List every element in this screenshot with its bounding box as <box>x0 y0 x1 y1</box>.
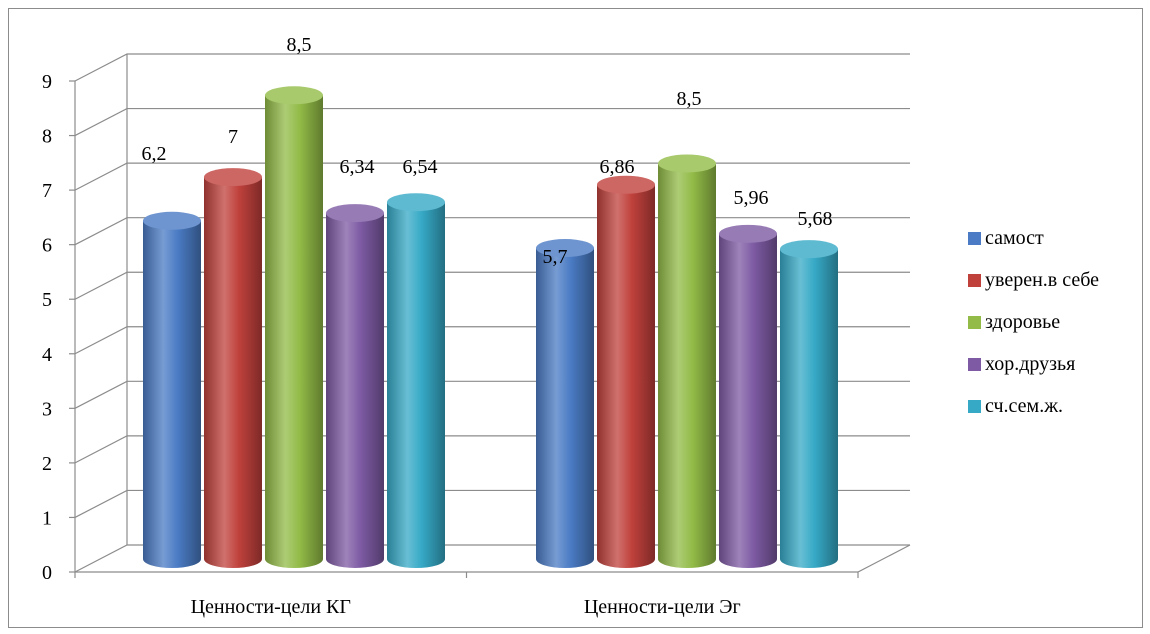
bar-top <box>658 154 716 173</box>
bar <box>658 154 716 568</box>
legend-label: сч.сем.ж. <box>985 394 1064 417</box>
bar-top <box>326 204 384 223</box>
category-label: Ценности-цели КГ <box>191 596 351 618</box>
legend-item: самост <box>968 224 1099 252</box>
legend-swatch <box>968 315 981 329</box>
bar-body <box>658 163 716 568</box>
legend-swatch <box>968 357 981 371</box>
y-tick-label: 7 <box>42 180 52 202</box>
bar-body <box>719 233 777 569</box>
chart-legend: самост уверен.в себе здоровье хор.друзья сч.… <box>968 224 1099 434</box>
data-label: 7 <box>228 126 238 148</box>
bar-top <box>265 86 323 105</box>
legend-item: хор.друзья <box>968 350 1099 378</box>
gridline <box>74 107 910 137</box>
y-tick-label: 6 <box>42 235 52 257</box>
data-label: 6,54 <box>403 156 438 178</box>
data-label: 5,7 <box>543 246 568 268</box>
bar-body <box>326 213 384 568</box>
y-tick-label: 1 <box>42 507 52 529</box>
data-label: 6,86 <box>600 156 635 178</box>
bar-body <box>597 184 655 568</box>
bar <box>326 204 384 568</box>
bar-body <box>536 248 594 569</box>
data-label: 5,68 <box>798 208 833 230</box>
data-label: 8,5 <box>287 34 312 56</box>
y-tick-label: 9 <box>42 71 52 93</box>
bar-top <box>780 240 838 259</box>
bar <box>204 168 262 568</box>
legend-item: здоровье <box>968 308 1099 336</box>
y-tick-label: 2 <box>42 453 52 475</box>
bar-body <box>387 202 445 568</box>
bar-top <box>536 239 594 258</box>
bar <box>719 224 777 569</box>
bar-top <box>387 193 445 212</box>
bar-body <box>265 95 323 569</box>
gridline <box>74 53 910 82</box>
data-label: 6,2 <box>142 143 167 165</box>
bar <box>387 193 445 568</box>
bar <box>143 211 201 568</box>
y-tick-label: 0 <box>42 562 52 584</box>
y-tick-label: 3 <box>42 398 52 420</box>
legend-label: хор.друзья <box>985 352 1076 375</box>
data-label: 6,34 <box>340 156 375 178</box>
y-tick-label: 5 <box>42 289 52 311</box>
bar <box>597 175 655 568</box>
legend-label: здоровье <box>985 310 1061 333</box>
data-label: 5,96 <box>734 187 769 209</box>
legend-label: самост <box>985 226 1044 249</box>
y-tick-label: 8 <box>42 126 52 148</box>
legend-swatch <box>968 399 981 413</box>
bar-top <box>597 175 655 194</box>
bar-body <box>143 220 201 568</box>
gridline <box>74 162 910 191</box>
data-label: 8,5 <box>677 88 702 110</box>
y-tick-label: 4 <box>42 344 52 366</box>
category-label: Ценности-цели Эг <box>584 596 741 618</box>
legend-swatch <box>968 231 981 245</box>
bar <box>780 240 838 568</box>
bar-body <box>204 177 262 568</box>
legend-label: уверен.в себе <box>985 268 1100 291</box>
legend-item: уверен.в себе <box>968 266 1099 294</box>
bar-top <box>204 168 262 187</box>
legend-item: сч.сем.ж. <box>968 392 1099 420</box>
legend-swatch <box>968 273 981 287</box>
bar <box>265 86 323 569</box>
bar-top <box>719 224 777 243</box>
bar <box>536 239 594 569</box>
bar-top <box>143 211 201 230</box>
bar-body <box>780 249 838 568</box>
